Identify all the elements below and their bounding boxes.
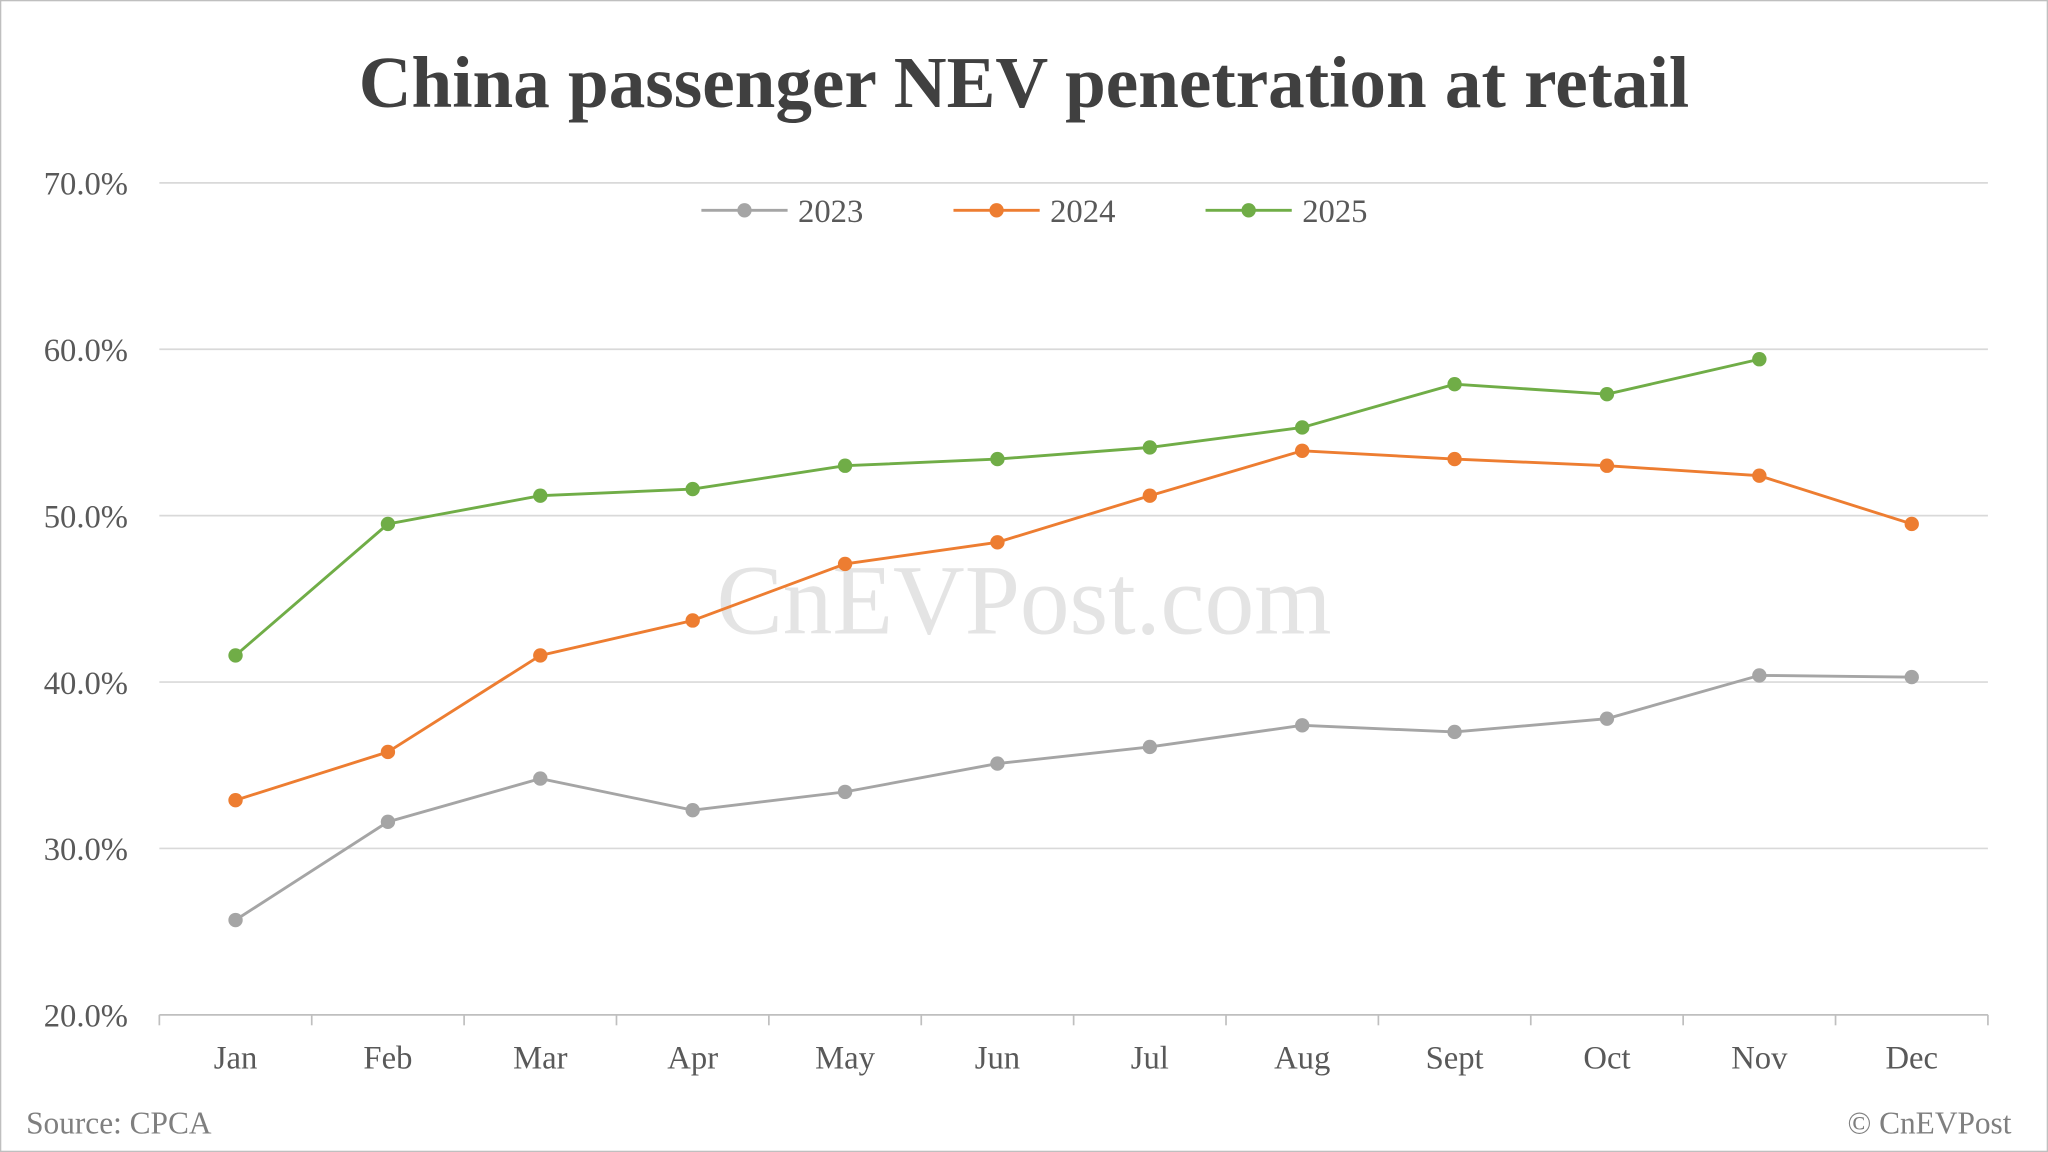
data-point-2023 (1447, 724, 1462, 740)
x-tick-label: Oct (1583, 1040, 1630, 1076)
x-tick-label: Mar (513, 1040, 568, 1076)
y-tick-label: 40.0% (44, 666, 128, 702)
data-point-2024 (1904, 516, 1919, 532)
legend-item-2024: 2024 (953, 194, 1115, 230)
y-tick-label: 60.0% (44, 333, 128, 369)
data-point-2023 (533, 771, 548, 786)
y-tick-label: 50.0% (44, 499, 128, 535)
data-point-2023 (685, 803, 700, 818)
data-point-2025 (533, 488, 548, 503)
legend-label: 2024 (1050, 194, 1115, 230)
data-point-2025 (1447, 377, 1462, 392)
data-point-2024 (533, 648, 548, 663)
data-point-2025 (1142, 440, 1158, 455)
data-point-2025 (1295, 420, 1310, 435)
data-point-2025 (990, 451, 1005, 467)
data-point-2023 (380, 814, 396, 830)
legend-label: 2025 (1302, 194, 1367, 230)
series-2023 (228, 668, 1919, 928)
x-tick-label: Jul (1131, 1040, 1169, 1076)
legend-item-2023: 2023 (701, 194, 863, 230)
data-point-2025 (1752, 352, 1767, 367)
data-point-2023 (228, 912, 243, 928)
data-point-2024 (990, 535, 1005, 550)
data-point-2025 (380, 516, 396, 532)
x-tick-label: Dec (1885, 1040, 1938, 1076)
data-point-2023 (1904, 669, 1919, 685)
x-tick-label: Sept (1426, 1040, 1484, 1076)
data-point-2024 (1599, 458, 1615, 473)
data-point-2024 (1142, 488, 1158, 503)
data-point-2023 (1599, 711, 1615, 726)
x-tick-label: Feb (363, 1040, 412, 1076)
data-point-2025 (1599, 387, 1615, 402)
data-point-2024 (1752, 468, 1767, 483)
data-point-2025 (837, 458, 853, 473)
series-2024 (228, 443, 1919, 808)
data-point-2024 (1295, 443, 1310, 458)
legend-marker (737, 203, 752, 218)
x-tick-label: Apr (667, 1040, 718, 1076)
series-line-2023 (234, 673, 1912, 922)
y-tick-label: 30.0% (44, 832, 128, 868)
legend-item-2025: 2025 (1205, 194, 1367, 230)
data-point-2025 (228, 648, 243, 663)
data-point-2024 (837, 556, 853, 572)
data-point-2024 (685, 613, 700, 628)
series-2025 (228, 352, 1767, 663)
series-line-2024 (235, 449, 1913, 802)
data-point-2023 (1752, 668, 1767, 683)
data-point-2024 (228, 793, 243, 808)
data-point-2023 (1142, 739, 1158, 755)
data-point-2023 (990, 756, 1005, 771)
x-tick-label: Nov (1731, 1040, 1788, 1076)
legend-marker (1241, 203, 1256, 218)
legend-label: 2023 (798, 194, 863, 230)
copyright-note: © CnEVPost (1847, 1106, 2011, 1141)
data-point-2025 (685, 481, 700, 497)
x-tick-label: Jan (214, 1040, 258, 1076)
legend-marker (989, 203, 1004, 218)
data-point-2024 (380, 744, 396, 760)
x-tick-label: Jun (975, 1040, 1020, 1076)
x-tick-label: May (815, 1040, 876, 1076)
data-point-2023 (1295, 718, 1310, 733)
chart-title: China passenger NEV penetration at retai… (359, 42, 1690, 123)
y-tick-label: 70.0% (44, 167, 128, 203)
y-tick-label: 20.0% (44, 999, 128, 1035)
watermark: CnEVPost.com (717, 546, 1332, 655)
source-note: Source: CPCA (26, 1106, 212, 1141)
data-point-2024 (1447, 451, 1462, 467)
x-tick-label: Aug (1274, 1040, 1330, 1076)
data-point-2023 (837, 784, 853, 800)
